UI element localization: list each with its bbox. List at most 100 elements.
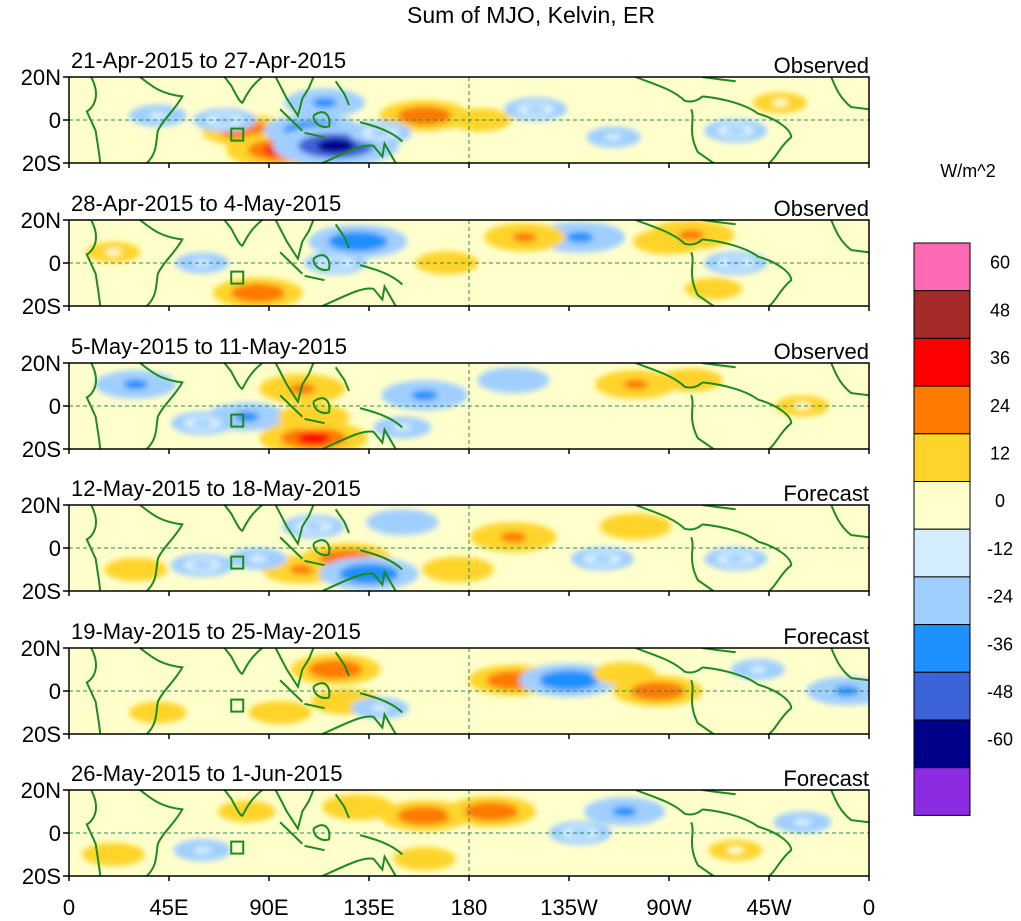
anomaly-core xyxy=(605,133,622,141)
coastline xyxy=(690,95,793,163)
anomaly-core xyxy=(612,806,637,817)
coastline xyxy=(274,77,315,119)
coastline xyxy=(690,381,793,449)
coastline xyxy=(635,220,704,246)
coastline xyxy=(304,131,325,139)
colorbar-label: 12 xyxy=(990,444,1010,464)
coastline xyxy=(334,793,350,819)
coastline xyxy=(85,648,102,734)
coastline xyxy=(334,366,350,392)
coastline xyxy=(279,251,304,275)
coastline xyxy=(312,682,331,699)
anomaly-core xyxy=(411,110,439,122)
colorbar-swatch xyxy=(913,385,971,435)
coastline xyxy=(139,220,184,306)
coastline xyxy=(279,394,304,418)
colorbar-swatch xyxy=(913,624,971,673)
colorbar-label: 48 xyxy=(990,300,1010,320)
figure-title: Sum of MJO, Kelvin, ER xyxy=(407,2,655,28)
coastline xyxy=(830,648,869,682)
coastline xyxy=(274,648,315,690)
y-tick-label: 20S xyxy=(22,864,61,889)
coastline xyxy=(139,790,184,876)
anomaly-core xyxy=(192,561,212,570)
coastlines xyxy=(85,790,869,876)
y-tick-label: 20S xyxy=(22,151,61,176)
coastline xyxy=(279,536,304,560)
anomaly-field xyxy=(104,509,768,591)
coastline xyxy=(359,121,404,143)
x-tick-label: 90E xyxy=(249,895,288,920)
y-tick-label: 20S xyxy=(22,722,61,747)
coastline xyxy=(690,523,793,591)
y-tick-label: 0 xyxy=(49,536,61,561)
colorbar-label: -36 xyxy=(987,634,1013,654)
panel-status: Observed xyxy=(774,53,869,78)
anomaly-core xyxy=(149,111,167,120)
coastline xyxy=(830,220,869,254)
anomaly-core xyxy=(289,383,316,395)
anomaly-field xyxy=(86,220,768,306)
anomaly-core xyxy=(772,99,789,107)
panel-period: 21-Apr-2015 to 27-Apr-2015 xyxy=(71,48,346,73)
y-tick-label: 0 xyxy=(49,679,61,704)
map-panel: 20N 0 20S 28-Apr-2015 to 4-May-2015 Observed xyxy=(21,191,870,319)
colorbar-swatch xyxy=(913,719,971,769)
coastline xyxy=(635,77,704,103)
anomaly-core xyxy=(411,810,439,822)
colorbar-label: -12 xyxy=(987,539,1013,559)
coastline xyxy=(85,363,102,449)
coastline xyxy=(312,824,331,841)
coastline xyxy=(223,505,263,532)
anomaly-core xyxy=(126,565,146,574)
colorbar-swatch xyxy=(913,767,971,816)
anomaly-core xyxy=(415,854,435,863)
colorbar-swatch xyxy=(913,576,971,626)
anomaly-core xyxy=(192,419,212,428)
coastline xyxy=(223,363,263,390)
map-panel: 20N 0 20S 12-May-2015 to 18-May-2015 Forecas… xyxy=(21,476,870,604)
y-tick-label: 20S xyxy=(22,294,61,319)
anomaly-core xyxy=(290,564,315,575)
x-tick-label: 0 xyxy=(863,895,875,920)
coastline xyxy=(690,238,793,306)
anomaly-core xyxy=(566,231,594,243)
map-panel: 20N 0 20S 19-May-2015 to 25-May-2015 Forecas… xyxy=(21,619,870,747)
x-tick-label: 135E xyxy=(343,895,394,920)
anomaly-field xyxy=(129,88,808,163)
anomaly-core xyxy=(437,258,457,268)
region-box xyxy=(230,555,245,570)
coastline xyxy=(223,790,263,817)
colorbar-label: -60 xyxy=(987,730,1013,750)
colorbar: 60 48 36 24 12 0 -12 -24 -36 -48 -60 xyxy=(913,242,1013,816)
anomaly-core xyxy=(316,138,355,153)
coastline xyxy=(85,505,102,591)
anomaly-core xyxy=(371,704,389,713)
anomaly-core xyxy=(615,669,635,678)
anomaly-core xyxy=(297,431,330,445)
x-tick-label: 90W xyxy=(646,895,691,920)
colorbar-label: 60 xyxy=(990,253,1010,273)
region-box xyxy=(230,413,245,428)
coastline xyxy=(223,648,263,675)
colorbar-label: 24 xyxy=(990,396,1010,416)
anomaly-core xyxy=(123,379,148,390)
coastline xyxy=(635,648,704,674)
anomaly-core xyxy=(244,287,272,299)
map-panel: 20N 0 20S 5-May-2015 to 11-May-2015 Observed xyxy=(21,334,870,462)
coastline xyxy=(304,559,325,567)
anomaly-core xyxy=(249,554,267,563)
coastline xyxy=(359,549,404,571)
anomaly-core xyxy=(502,375,525,385)
colorbar-swatch xyxy=(913,528,971,578)
coastline xyxy=(635,790,704,816)
coastline xyxy=(304,844,325,852)
coastline xyxy=(139,505,184,591)
coastline xyxy=(304,274,325,282)
coastlines xyxy=(85,363,869,449)
anomaly-core xyxy=(270,708,290,717)
colorbar-label: -48 xyxy=(987,682,1013,702)
coastline xyxy=(334,80,350,106)
coastline xyxy=(139,648,184,734)
coastline xyxy=(312,397,331,414)
